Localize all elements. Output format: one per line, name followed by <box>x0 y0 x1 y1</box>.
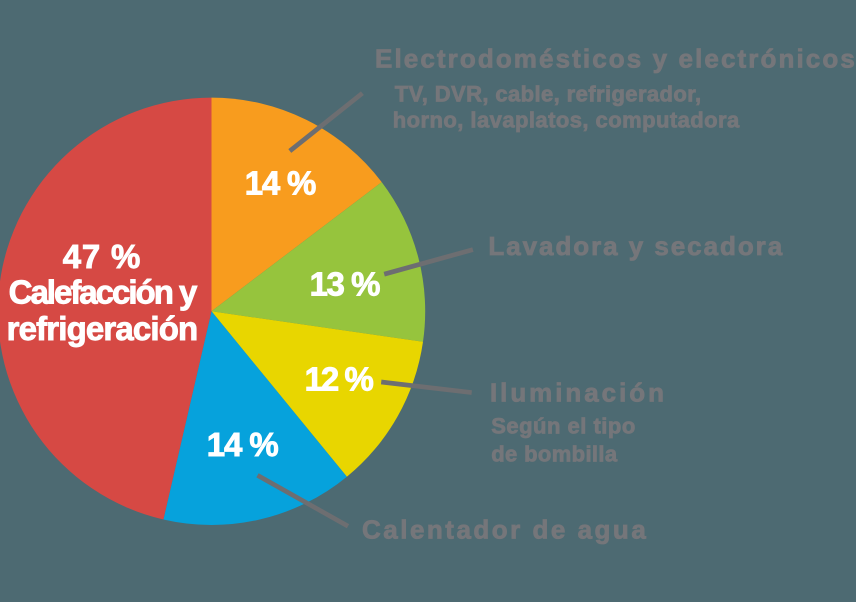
svg-text:12 %: 12 % <box>305 360 374 397</box>
svg-text:Calefacción y: Calefacción y <box>9 274 198 311</box>
svg-text:14 %: 14 % <box>207 426 279 463</box>
svg-text:13 %: 13 % <box>310 266 381 303</box>
svg-text:47 %: 47 % <box>63 238 141 275</box>
svg-text:Iluminación: Iluminación <box>490 377 667 407</box>
svg-text:TV, DVR, cable, refrigerador,: TV, DVR, cable, refrigerador, <box>395 81 702 106</box>
svg-text:Lavadora y secadora: Lavadora y secadora <box>488 231 784 261</box>
svg-text:horno, lavaplatos, computadora: horno, lavaplatos, computadora <box>393 108 740 133</box>
svg-text:Según el tipo: Según el tipo <box>491 414 636 439</box>
svg-text:Calentador de agua: Calentador de agua <box>362 514 648 544</box>
svg-text:refrigeración: refrigeración <box>7 310 198 347</box>
svg-text:14 %: 14 % <box>245 165 316 202</box>
svg-text:de bombilla: de bombilla <box>491 441 618 466</box>
svg-text:Electrodomésticos y electrónic: Electrodomésticos y electrónicos <box>375 44 856 74</box>
